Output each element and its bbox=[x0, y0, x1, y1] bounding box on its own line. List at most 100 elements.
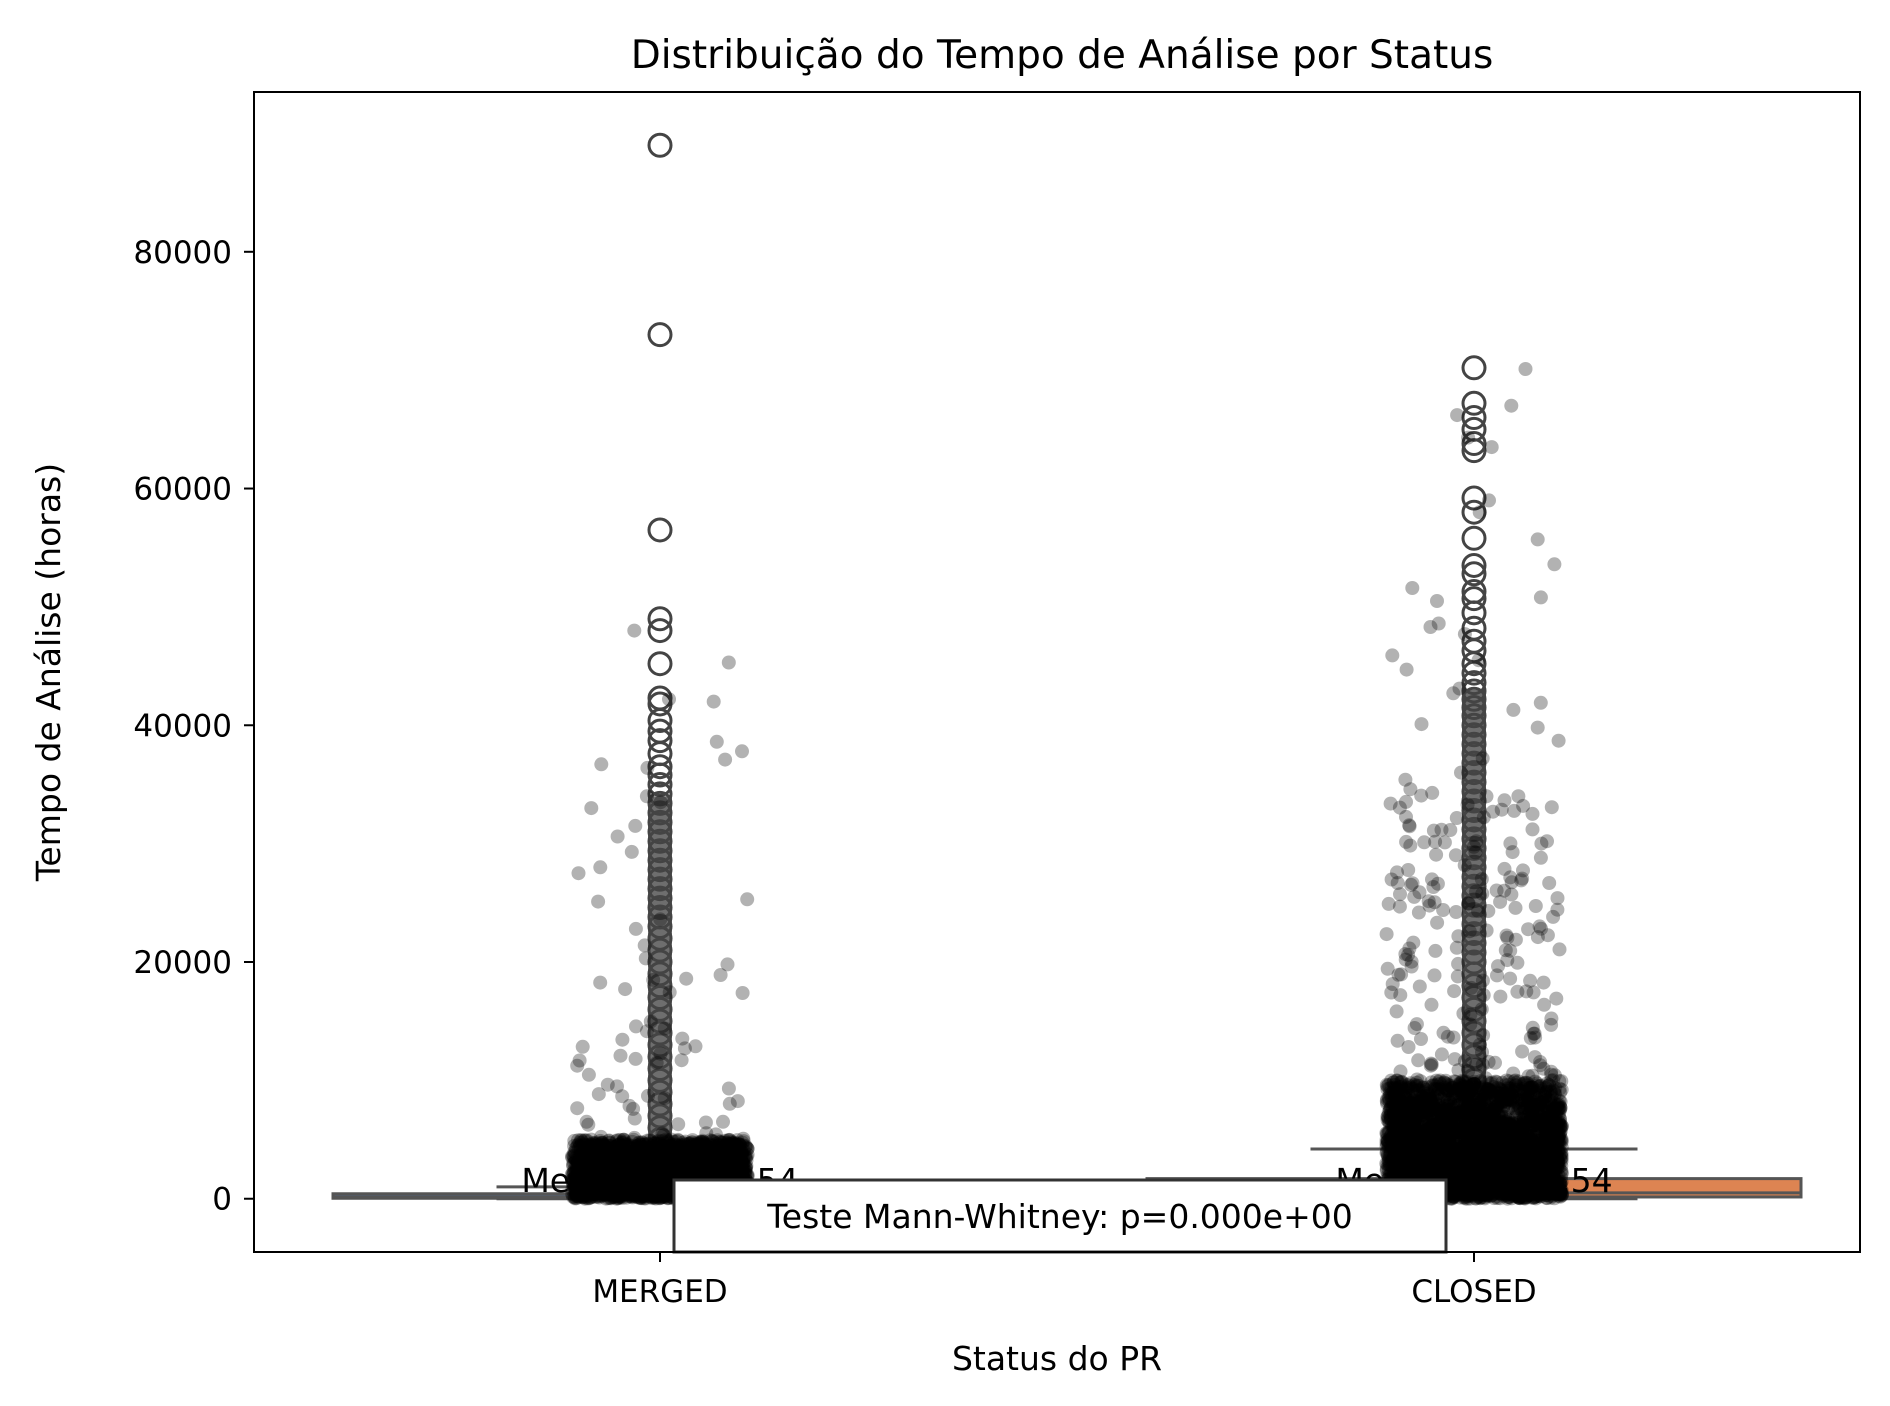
strip-point bbox=[607, 1166, 622, 1181]
strip-point bbox=[629, 1183, 644, 1198]
strip-point bbox=[565, 1187, 580, 1201]
outlier-point bbox=[1461, 961, 1487, 987]
strip-point bbox=[661, 1135, 676, 1150]
strip-point bbox=[616, 1154, 630, 1169]
strip-point bbox=[663, 1164, 678, 1179]
strip-point bbox=[631, 1170, 646, 1185]
strip-point bbox=[724, 1162, 739, 1177]
strip-point bbox=[607, 1183, 622, 1198]
strip-point bbox=[589, 1147, 603, 1162]
strip-point bbox=[635, 1180, 650, 1195]
strip-point bbox=[599, 1169, 614, 1184]
outlier-point bbox=[647, 1103, 673, 1129]
strip-point bbox=[654, 1167, 669, 1182]
strip-point bbox=[611, 1155, 625, 1170]
strip-point bbox=[602, 1151, 617, 1166]
strip-point bbox=[573, 1150, 588, 1165]
strip-point bbox=[692, 1161, 707, 1176]
strip-point bbox=[686, 1148, 701, 1163]
strip-point bbox=[592, 1181, 607, 1196]
strip-point bbox=[567, 1155, 582, 1170]
strip-point bbox=[617, 1170, 632, 1185]
outlier-point bbox=[647, 847, 673, 873]
strip-point bbox=[636, 1178, 651, 1193]
strip-point bbox=[636, 1180, 651, 1195]
strip-point bbox=[627, 1144, 642, 1159]
outlier-point bbox=[1461, 686, 1487, 712]
strip-point bbox=[647, 1136, 662, 1151]
strip-point bbox=[626, 1188, 641, 1203]
strip-point bbox=[569, 1186, 584, 1201]
strip-point bbox=[637, 1159, 652, 1174]
outlier-point bbox=[647, 781, 673, 807]
strip-point bbox=[588, 1173, 603, 1188]
strip-point bbox=[674, 1159, 689, 1174]
strip-point bbox=[690, 1148, 705, 1163]
strip-point bbox=[575, 1143, 590, 1158]
strip-point bbox=[1540, 834, 1554, 849]
strip-point bbox=[632, 1143, 647, 1158]
strip-point bbox=[730, 1145, 745, 1160]
strip-point bbox=[624, 1153, 639, 1168]
strip-point bbox=[734, 1160, 749, 1175]
strip-point bbox=[611, 1179, 626, 1194]
strip-point bbox=[620, 1137, 635, 1152]
strip-point bbox=[610, 1133, 625, 1148]
strip-point bbox=[594, 757, 609, 772]
strip-point bbox=[634, 1189, 649, 1204]
strip-point bbox=[688, 1162, 703, 1177]
strip-point bbox=[655, 1142, 670, 1157]
strip-point bbox=[602, 1169, 617, 1184]
strip-point bbox=[650, 1151, 665, 1166]
strip-point bbox=[656, 1162, 671, 1177]
strip-point bbox=[641, 1178, 656, 1193]
strip-point bbox=[703, 1167, 718, 1182]
strip-point bbox=[657, 1173, 671, 1188]
strip-point bbox=[618, 1187, 633, 1202]
strip-point bbox=[613, 1167, 628, 1182]
strip-point bbox=[583, 1141, 598, 1155]
strip-point bbox=[597, 1151, 612, 1166]
strip-point bbox=[604, 1175, 619, 1190]
strip-point bbox=[616, 1171, 631, 1186]
strip-point bbox=[581, 1164, 596, 1178]
strip-point bbox=[593, 1133, 608, 1148]
strip-point bbox=[1392, 899, 1407, 914]
outlier-point bbox=[1461, 873, 1487, 899]
strip-point bbox=[637, 938, 652, 953]
strip-point bbox=[716, 1114, 730, 1129]
strip-point bbox=[566, 1159, 581, 1173]
strip-point bbox=[627, 623, 642, 638]
strip-point bbox=[572, 1175, 587, 1190]
strip-point bbox=[682, 1163, 697, 1177]
strip-point bbox=[567, 1165, 581, 1179]
strip-point bbox=[657, 1168, 672, 1182]
strip-point bbox=[576, 1167, 591, 1182]
strip-point bbox=[627, 1130, 642, 1145]
strip-point bbox=[627, 1111, 642, 1126]
strip-point bbox=[618, 1143, 633, 1157]
strip-point bbox=[576, 1187, 591, 1202]
outlier-point bbox=[647, 895, 673, 921]
strip-point bbox=[622, 1098, 637, 1113]
strip-point bbox=[606, 1160, 621, 1175]
strip-point bbox=[589, 1169, 604, 1184]
strip-point bbox=[610, 1149, 625, 1164]
strip-point bbox=[619, 1176, 634, 1190]
strip-point bbox=[669, 1137, 684, 1152]
strip-point bbox=[599, 1155, 614, 1170]
strip-point bbox=[632, 1177, 646, 1192]
strip-point bbox=[643, 1144, 658, 1159]
strip-point bbox=[647, 1145, 662, 1160]
strip-point bbox=[695, 1135, 710, 1150]
strip-point bbox=[628, 921, 643, 936]
strip-point bbox=[625, 1158, 640, 1173]
strip-point bbox=[643, 1160, 657, 1175]
strip-point bbox=[608, 1172, 623, 1187]
strip-point bbox=[569, 1179, 584, 1194]
strip-point bbox=[641, 1164, 656, 1179]
strip-point bbox=[633, 1137, 648, 1152]
strip-point bbox=[614, 1186, 629, 1201]
strip-point bbox=[635, 1155, 649, 1170]
